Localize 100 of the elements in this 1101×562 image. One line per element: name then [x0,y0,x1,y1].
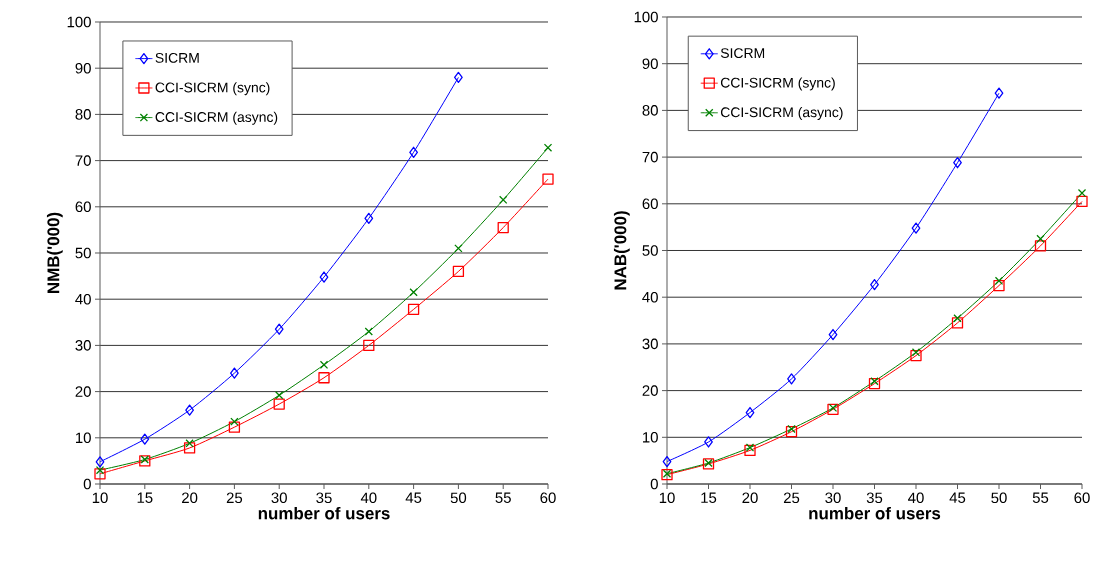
point [274,323,284,335]
y-tick-label: 70 [642,151,658,163]
point [140,433,150,445]
x-tick-label: 30 [271,492,287,504]
point [542,173,554,185]
x-tick-label: 25 [783,492,800,504]
x-tick-label: 45 [405,492,422,503]
y-tick-label: 30 [642,338,658,350]
point [953,314,962,323]
x-axis-title: number of users [809,506,941,520]
point [319,271,329,283]
x-tick-label: 55 [495,492,511,503]
point [868,377,881,390]
x-tick-label: 40 [908,492,924,504]
x-tick-label: 55 [1032,492,1049,503]
point [454,244,463,253]
point [499,195,508,205]
x-tick-label: 10 [92,492,108,504]
x-tick-label: 50 [450,492,467,504]
y-tick-label: 80 [75,109,91,120]
x-tick-label: 25 [226,492,243,504]
y-tick-label: 40 [642,291,658,303]
legend-label: CCI-SICRM (async) [155,111,278,125]
point [662,455,672,468]
y-axis-title: NAB('000) [613,211,630,290]
point [994,276,1004,286]
x-tick-label: 30 [825,492,841,504]
legend-label: SICRM [720,48,765,59]
x-tick-label: 15 [137,492,153,503]
point [910,349,922,362]
point [318,372,330,384]
point [364,327,373,336]
x-tick-label: 15 [701,492,717,503]
point [230,417,239,426]
y-tick-label: 40 [75,293,91,305]
y-tick-label: 60 [642,198,658,210]
point [787,373,796,385]
x-tick-label: 20 [182,492,198,504]
point [319,360,329,369]
point [745,443,755,452]
x-tick-label: 35 [316,492,332,504]
point [1034,240,1047,252]
point [185,404,194,416]
point [911,348,921,357]
y-tick-label: 50 [642,245,658,256]
legend-label: CCI-SICRM (sync) [720,77,835,91]
legend-label: SICRM [155,52,199,63]
y-tick-label: 80 [642,105,658,116]
point [787,424,796,434]
point [744,444,756,457]
point [95,456,105,468]
y-tick-label: 90 [642,58,658,69]
y-tick-label: 90 [75,62,91,74]
point [230,367,239,379]
y-tick-label: 70 [75,155,91,166]
point [409,146,418,158]
point [951,317,964,329]
y-tick-label: 30 [75,340,91,351]
point [993,279,1005,292]
y-tick-label: 10 [76,432,91,444]
legend-label: CCI-SICRM (sync) [155,82,270,96]
y-tick-label: 20 [75,386,91,397]
point [911,222,921,234]
point [1076,195,1088,208]
point [185,439,194,448]
x-tick-label: 60 [540,492,556,504]
y-tick-label: 100 [67,16,91,28]
point [994,87,1004,99]
y-tick-label: 50 [75,247,91,259]
point [275,391,284,400]
y-tick-label: 60 [75,201,91,213]
x-axis-title: number of users [258,506,390,520]
x-tick-label: 45 [949,492,966,503]
point [704,436,713,448]
point [785,426,798,438]
x-tick-label: 10 [659,492,675,504]
y-tick-label: 10 [643,432,658,443]
point [452,265,465,278]
point [95,465,105,475]
x-tick-label: 50 [991,492,1007,504]
y-tick-label: 0 [83,478,91,490]
y-tick-label: 20 [642,385,658,396]
point [273,398,285,410]
y-axis-title: NMB('000) [46,212,63,293]
point [1077,188,1087,198]
y-tick-label: 100 [634,11,658,23]
point [953,157,962,169]
point [1036,234,1045,244]
point [543,143,553,152]
x-tick-label: 40 [360,492,377,504]
point [828,328,838,341]
point [409,288,418,297]
x-tick-label: 35 [866,492,883,504]
y-tick-label: 0 [650,478,658,490]
point [94,468,106,480]
point [183,442,196,454]
point [364,212,374,224]
point [407,303,420,316]
point [228,421,241,433]
point [497,221,509,234]
